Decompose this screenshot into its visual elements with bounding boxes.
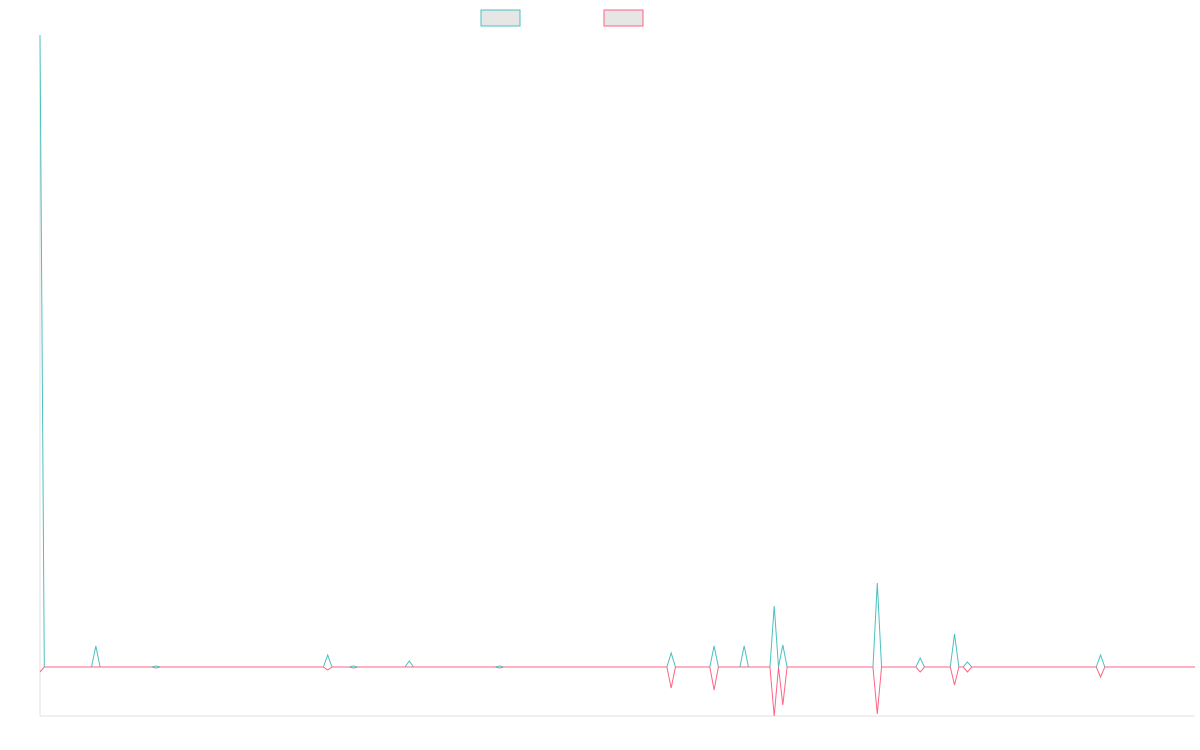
legend-swatch bbox=[603, 9, 644, 27]
legend-swatch bbox=[480, 9, 521, 27]
series-line bbox=[39, 34, 1195, 668]
series-line bbox=[39, 666, 1195, 717]
